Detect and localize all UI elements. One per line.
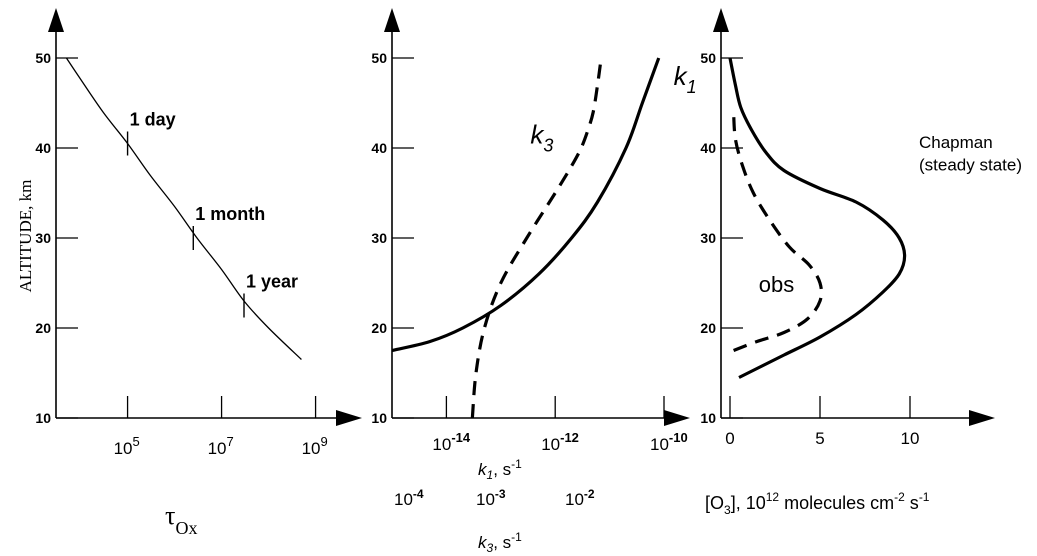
- k1-axis-title: k1, s-1: [478, 457, 522, 482]
- x-axis-arrow: [664, 410, 690, 426]
- k3-tick-1e-4: 10-4: [394, 487, 424, 509]
- curve-label: obs: [759, 272, 794, 297]
- y-tick-label: 20: [700, 320, 716, 336]
- series-line-Chapman (steady state): [728, 57, 907, 379]
- x-tick-label: 109: [302, 434, 328, 458]
- y-tick-label: 10: [371, 410, 387, 426]
- y-tick-label: 50: [35, 50, 51, 66]
- y-tick-label: 20: [35, 320, 51, 336]
- series-line-k1: [391, 57, 661, 353]
- panel-lifetime-x-title: τOx: [165, 501, 197, 538]
- y-axis-arrow: [713, 8, 729, 32]
- y-tick-label: 30: [371, 230, 387, 246]
- y-tick-label: 40: [35, 140, 51, 156]
- y-tick-label: 10: [700, 410, 716, 426]
- x-tick-label: 10-14: [432, 430, 470, 454]
- x-tick-label: 10-12: [541, 430, 579, 454]
- x-tick-label: 105: [114, 434, 140, 458]
- y-tick-label: 40: [371, 140, 387, 156]
- y-tick-label: 30: [700, 230, 716, 246]
- tau-subscript: Ox: [175, 518, 197, 538]
- y-tick-label: 10: [35, 410, 51, 426]
- k3-axis-title: k3, s-1: [478, 530, 522, 555]
- y-axis-arrow: [48, 8, 64, 32]
- k3-tick-1e-3: 10-3: [476, 487, 506, 509]
- x-tick-label: 107: [208, 434, 234, 458]
- x-tick-label: 10-10: [650, 430, 688, 454]
- series-line-obs: [732, 111, 824, 352]
- x-axis-arrow: [969, 410, 995, 426]
- curve-label: (steady state): [919, 156, 1022, 175]
- y-tick-label: 50: [371, 50, 387, 66]
- y-axis-title: ALTITUDE, km: [16, 180, 35, 293]
- series-line-k3: [470, 57, 603, 419]
- annotation-label: 1 month: [195, 204, 265, 224]
- series-line-tau: [65, 57, 302, 360]
- panel-rate-constants: 10 20 30 40 50 10-14 10-12 10-10 k3 k1: [371, 8, 697, 454]
- panel-rate-x-labels: k1, s-1 10-4 10-3 10-2 k3, s-1: [394, 457, 595, 555]
- annotation-label: 1 day: [130, 110, 176, 130]
- curve-label: Chapman: [919, 133, 993, 152]
- panel-lifetime: 10 20 30 40 50 105 107 109 1 day 1 month 1 year: [35, 8, 362, 458]
- y-tick-label: 40: [700, 140, 716, 156]
- tau-symbol: τ: [165, 501, 175, 530]
- annotation-label: 1 year: [246, 272, 298, 292]
- panel-ozone-profile: 10 20 30 40 50 0 5 10 Chapman (steady state) obs: [700, 8, 1022, 448]
- y-axis-arrow: [384, 8, 400, 32]
- x-tick-label: 10: [901, 429, 920, 448]
- x-axis-arrow: [336, 410, 362, 426]
- y-tick-label: 30: [35, 230, 51, 246]
- k3-tick-1e-2: 10-2: [565, 487, 595, 509]
- y-tick-label: 20: [371, 320, 387, 336]
- curve-label-k1: k1: [674, 61, 697, 97]
- x-tick-label: 5: [815, 429, 824, 448]
- curve-label-k3: k3: [530, 120, 553, 156]
- y-tick-label: 50: [700, 50, 716, 66]
- x-tick-label: 0: [725, 429, 734, 448]
- panel-ozone-x-title: [O3], 1012 molecules cm-2 s-1: [705, 490, 930, 517]
